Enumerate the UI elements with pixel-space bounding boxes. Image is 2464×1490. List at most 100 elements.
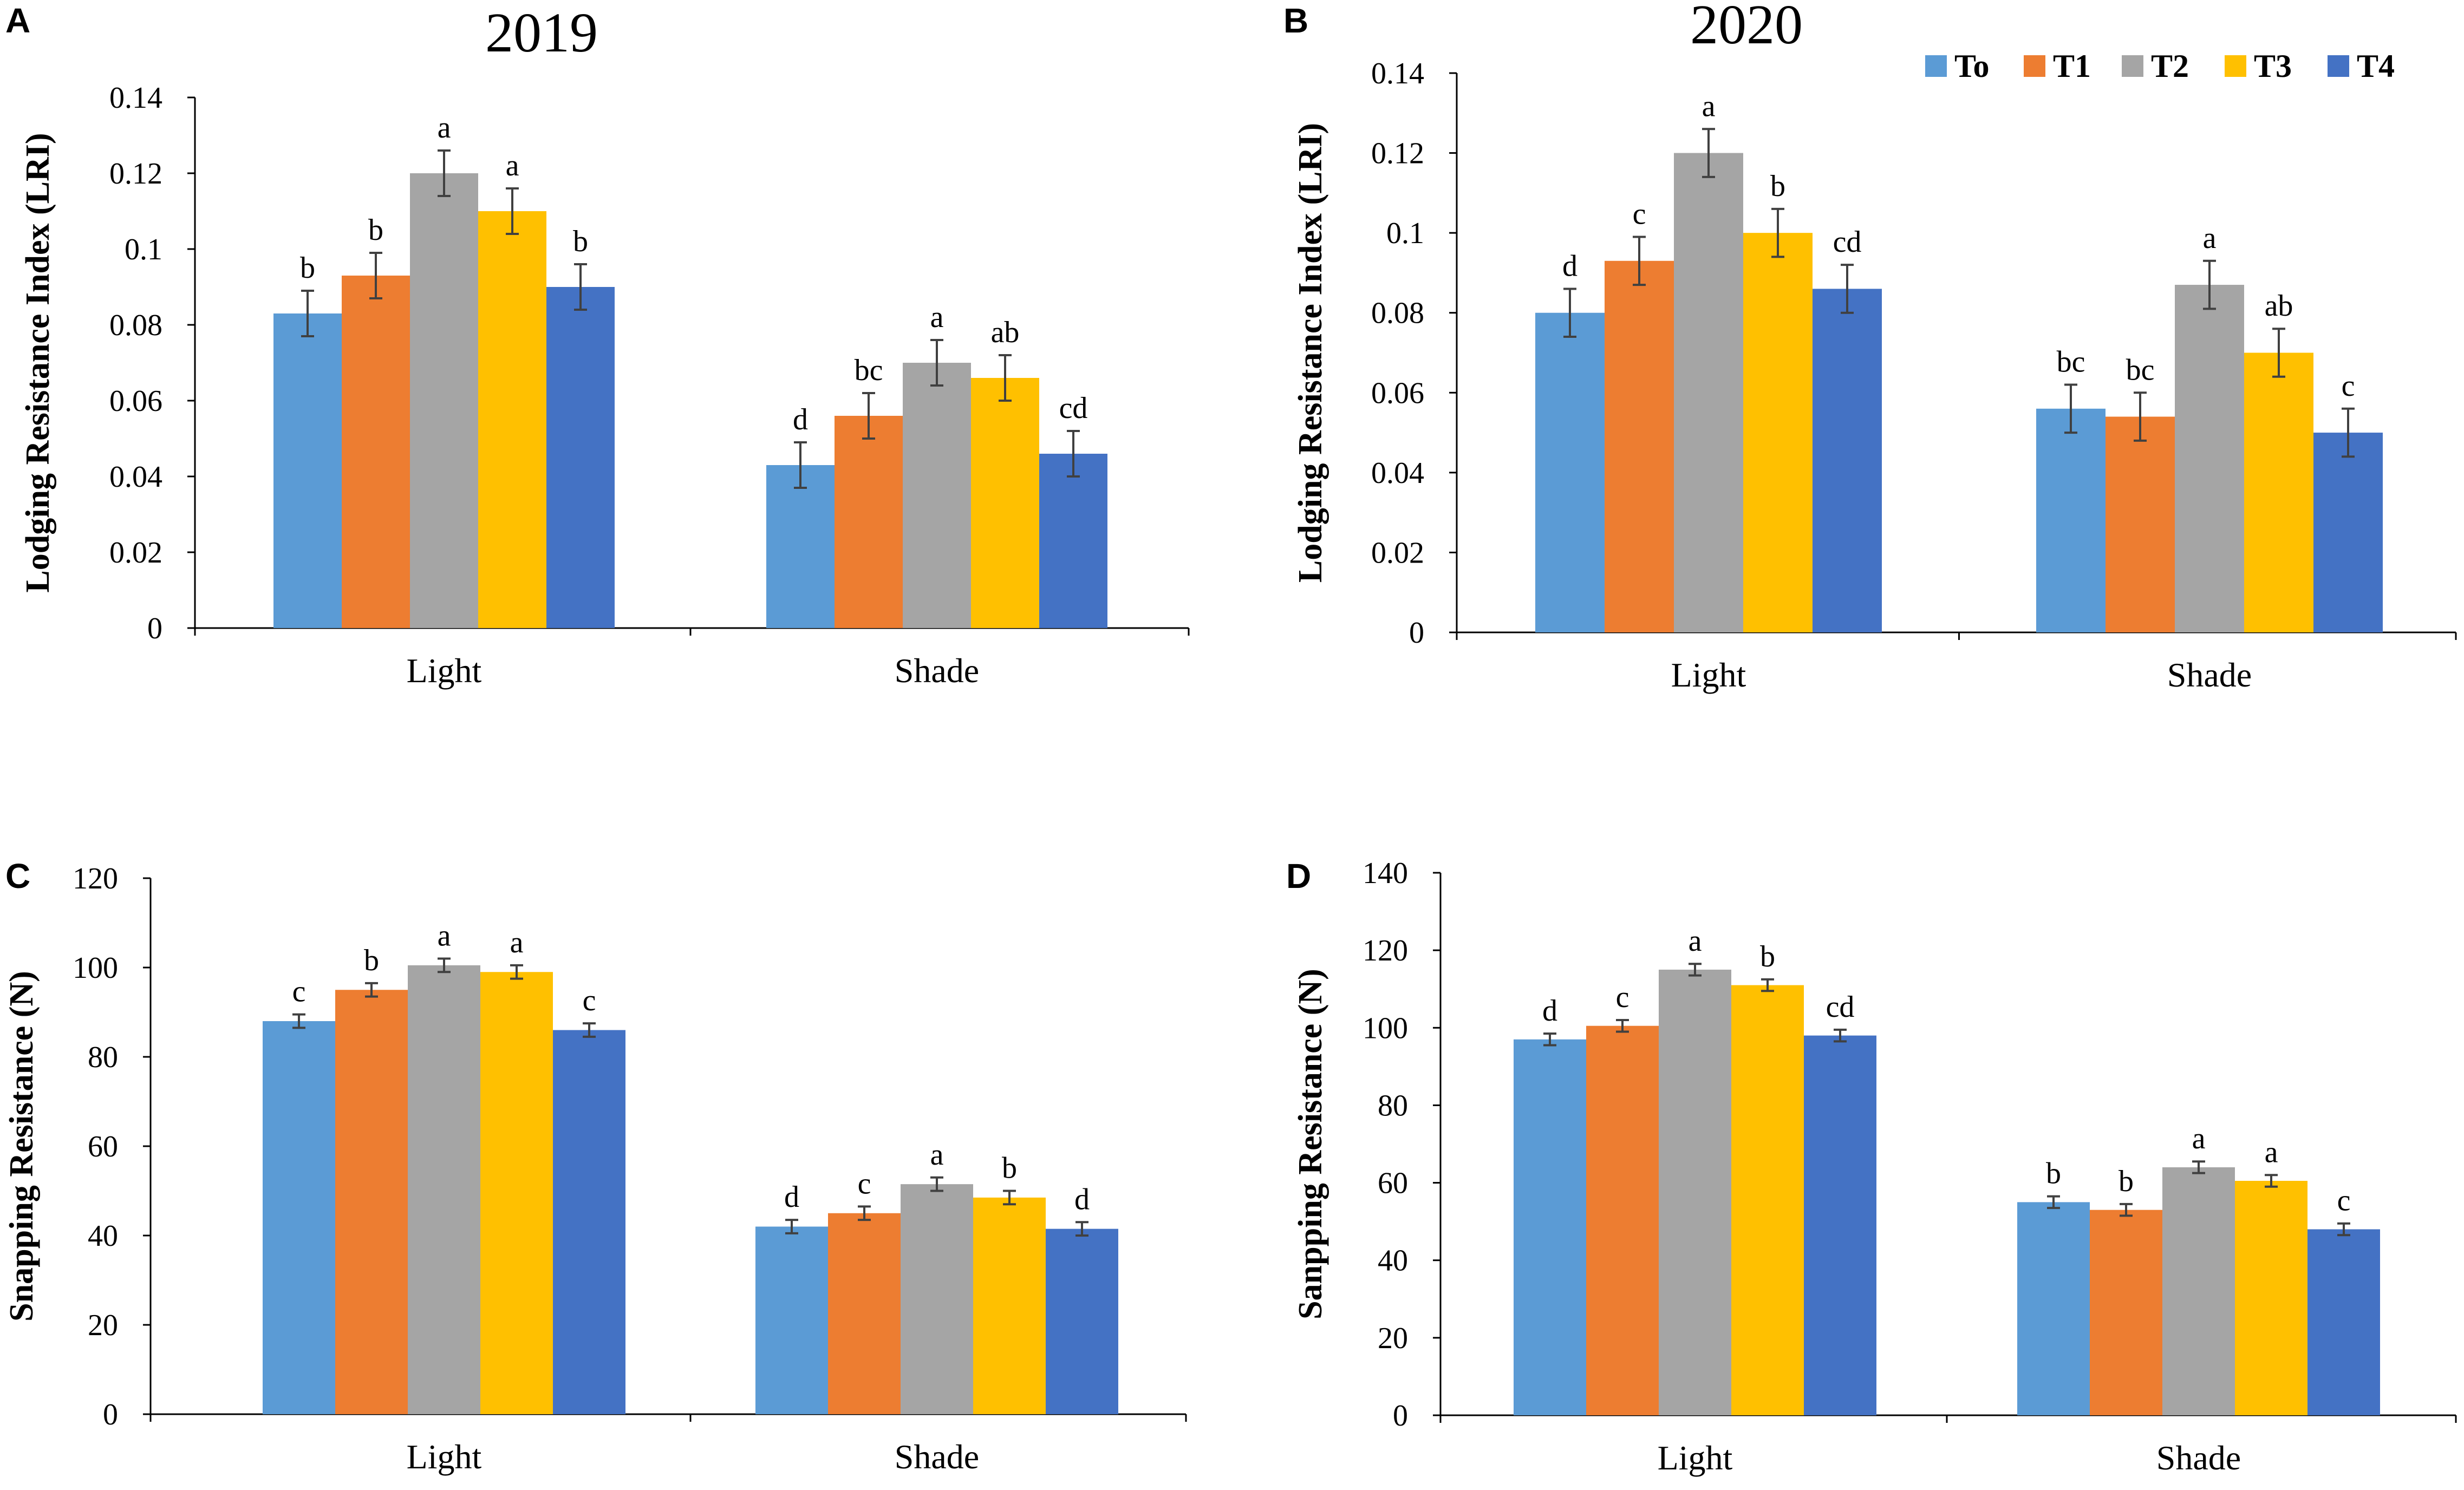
x-category-label: Shade bbox=[895, 1437, 979, 1476]
y-tick-label: 80 bbox=[88, 1041, 118, 1074]
bar-to-light bbox=[263, 1021, 335, 1414]
y-tick-label: 100 bbox=[73, 951, 118, 985]
panel-letter: C bbox=[5, 857, 30, 896]
bar-t3-shade bbox=[2235, 1180, 2307, 1415]
bar-to-light bbox=[1535, 312, 1605, 632]
y-tick-label: 20 bbox=[88, 1309, 118, 1342]
significance-letter: d bbox=[1542, 994, 1557, 1028]
legend-swatch-t1 bbox=[2024, 55, 2045, 77]
bar-t2-shade bbox=[901, 1184, 973, 1414]
legend-label: T1 bbox=[2053, 48, 2091, 84]
legend-label: To bbox=[1954, 48, 1990, 84]
y-tick-label: 0.08 bbox=[1371, 297, 1424, 330]
y-tick-label: 60 bbox=[1378, 1167, 1408, 1200]
bar-t3-light bbox=[480, 972, 553, 1414]
significance-letter: ab bbox=[991, 316, 1020, 349]
y-tick-label: 0.1 bbox=[125, 233, 162, 266]
significance-letter: a bbox=[930, 300, 944, 334]
bar-to-shade bbox=[766, 465, 835, 628]
significance-letter: a bbox=[1689, 924, 1702, 958]
bar-t3-light bbox=[1743, 233, 1813, 633]
panel-letter: A bbox=[5, 1, 30, 40]
y-tick-label: 0.12 bbox=[109, 157, 162, 191]
significance-letter: bc bbox=[2126, 353, 2155, 387]
bar-t2-shade bbox=[2175, 285, 2244, 632]
bar-t1-shade bbox=[2106, 416, 2175, 632]
y-tick-label: 0 bbox=[1409, 616, 1424, 650]
bar-t3-light bbox=[1731, 985, 1804, 1415]
chart-panel-a: A 2019 0 0.02 0.04 0.06 0.08 0.1 0.12 0.14 Light Sh… bbox=[5, 1, 1190, 690]
bar-t4-light bbox=[553, 1030, 625, 1414]
bar-t3-shade bbox=[973, 1197, 1046, 1414]
bar-t1-light bbox=[1586, 1025, 1659, 1415]
significance-letter: b bbox=[1760, 940, 1775, 973]
panel-letter: D bbox=[1286, 857, 1311, 896]
y-tick-label: 0.12 bbox=[1371, 137, 1424, 171]
y-tick-label: 120 bbox=[1363, 934, 1408, 968]
significance-letter: c bbox=[858, 1167, 871, 1200]
y-axis-title: Lodging Resistance Index (LRI) bbox=[19, 133, 56, 592]
x-category-label: Light bbox=[1658, 1439, 1733, 1477]
significance-letter: a bbox=[506, 149, 519, 182]
significance-letter: c bbox=[2342, 369, 2355, 403]
significance-letter: a bbox=[2192, 1122, 2206, 1155]
y-tick-label: 80 bbox=[1378, 1089, 1408, 1122]
bar-t4-light bbox=[546, 287, 615, 628]
significance-letter: a bbox=[438, 111, 451, 145]
y-tick-label: 0.06 bbox=[1371, 376, 1424, 410]
y-tick-label: 0.04 bbox=[109, 460, 162, 494]
bar-t4-shade bbox=[2307, 1229, 2380, 1415]
panel-letter: B bbox=[1283, 1, 1308, 40]
significance-letter: b bbox=[364, 944, 379, 977]
y-tick-label: 0.06 bbox=[109, 384, 162, 418]
y-tick-label: 0.04 bbox=[1371, 456, 1424, 490]
significance-letter: c bbox=[1633, 198, 1646, 231]
significance-letter: cd bbox=[1059, 391, 1088, 425]
significance-letter: c bbox=[1616, 981, 1629, 1014]
x-category-label: Light bbox=[1671, 656, 1746, 694]
significance-letter: a bbox=[1702, 89, 1716, 123]
significance-letter: d bbox=[1562, 249, 1578, 283]
y-tick-label: 0.1 bbox=[1386, 217, 1424, 250]
significance-letter: cd bbox=[1833, 225, 1862, 259]
chart-title: 2020 bbox=[1690, 0, 1803, 56]
bar-to-shade bbox=[755, 1226, 828, 1414]
significance-letter: b bbox=[300, 251, 315, 285]
y-tick-label: 100 bbox=[1363, 1011, 1408, 1045]
significance-letter: b bbox=[2046, 1157, 2061, 1191]
y-tick-label: 40 bbox=[88, 1219, 118, 1253]
bar-t4-shade bbox=[1039, 454, 1107, 628]
y-axis-title: Snapping Resistance (N) bbox=[3, 971, 40, 1322]
bar-t2-light bbox=[410, 173, 478, 628]
significance-letter: cd bbox=[1826, 990, 1855, 1024]
bar-t3-shade bbox=[2244, 352, 2313, 632]
bar-t1-light bbox=[1605, 260, 1674, 632]
bar-to-light bbox=[1514, 1039, 1586, 1415]
bar-t2-shade bbox=[903, 363, 971, 628]
chart-panel-c: C 0 20 40 60 80 100 120 Light Shade Snapping Resis… bbox=[3, 857, 1187, 1476]
legend-swatch-t2 bbox=[2122, 55, 2143, 77]
significance-letter: a bbox=[510, 926, 524, 959]
bar-t3-shade bbox=[971, 378, 1039, 628]
bar-t1-shade bbox=[835, 416, 903, 628]
bar-t1-shade bbox=[2090, 1210, 2162, 1415]
bar-t1-light bbox=[335, 990, 408, 1414]
y-axis-title: Lodging Resistance Index (LRI) bbox=[1292, 123, 1329, 583]
legend-swatch-t3 bbox=[2225, 55, 2246, 77]
bar-t1-light bbox=[342, 276, 410, 628]
x-category-label: Shade bbox=[895, 651, 979, 690]
y-tick-label: 0.08 bbox=[109, 309, 162, 342]
x-category-label: Shade bbox=[2156, 1439, 2241, 1477]
significance-letter: a bbox=[2203, 221, 2217, 255]
y-tick-label: 40 bbox=[1378, 1244, 1408, 1278]
bar-to-light bbox=[273, 313, 342, 628]
x-category-label: Shade bbox=[2167, 656, 2252, 694]
y-tick-label: 0.02 bbox=[109, 536, 162, 570]
y-tick-label: 0.14 bbox=[1371, 57, 1424, 90]
significance-letter: b bbox=[573, 225, 588, 258]
legend: To T1 T2 T3 T4 bbox=[1925, 48, 2395, 84]
bar-t4-shade bbox=[2313, 433, 2383, 632]
legend-swatch-t4 bbox=[2328, 55, 2349, 77]
y-tick-label: 0 bbox=[103, 1398, 118, 1432]
significance-letter: a bbox=[438, 919, 451, 953]
